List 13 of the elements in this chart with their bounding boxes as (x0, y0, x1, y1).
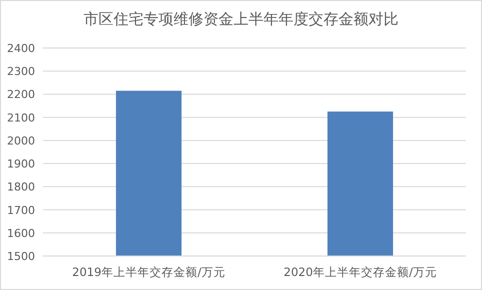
y-tick-label: 2100 (7, 111, 35, 124)
x-tick-label: 2020年上半年交存金额/万元 (284, 265, 437, 279)
y-tick-label: 2300 (7, 65, 35, 78)
y-tick-label: 2000 (7, 134, 35, 148)
chart-title: 市区住宅专项维修资金上半年年度交存金额对比 (84, 10, 398, 28)
x-tick-label: 2019年上半年交存金额/万元 (72, 265, 226, 279)
y-tick-label: 2200 (7, 88, 35, 102)
y-tick-label: 2400 (7, 42, 35, 55)
y-tick-label: 1800 (7, 180, 35, 194)
y-tick-label: 1600 (7, 226, 35, 240)
y-tick-label: 1900 (7, 158, 35, 171)
y-tick-label: 1500 (7, 250, 35, 263)
y-tick-label: 1700 (7, 204, 35, 217)
